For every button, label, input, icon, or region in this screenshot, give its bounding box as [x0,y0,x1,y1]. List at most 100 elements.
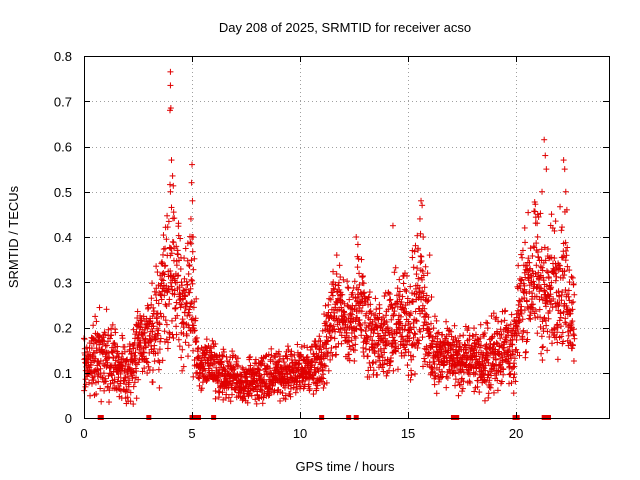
data-point [418,197,425,204]
data-point [173,331,180,338]
data-point [346,296,353,303]
data-point [452,334,459,341]
data-point [414,265,421,272]
data-point [434,335,441,342]
data-point [285,379,292,386]
data-point [514,349,521,356]
data-point [157,335,164,342]
data-point [410,324,417,331]
data-point [275,348,282,355]
data-point [82,381,89,388]
data-point [470,347,477,354]
data-point [460,378,467,385]
data-point [360,349,367,356]
data-point [472,331,479,338]
data-point [459,385,466,392]
data-point [190,304,197,311]
data-point [425,349,432,356]
data-point [427,328,434,335]
data-point [149,328,156,335]
data-point [175,220,182,227]
zero-point [346,415,352,420]
data-point [569,342,576,349]
data-point [233,358,240,365]
data-point [425,297,432,304]
zero-point [514,415,520,420]
data-point [229,348,236,355]
data-point [415,337,422,344]
data-point [534,220,541,227]
data-point [570,357,577,364]
data-point [512,378,519,385]
data-point [225,394,232,401]
data-point [212,340,219,347]
data-point [425,325,432,332]
data-point [151,288,158,295]
data-point [97,385,104,392]
data-point [407,376,414,383]
data-point [170,182,177,189]
zero-point [196,415,202,420]
data-point [336,329,343,336]
data-point [356,316,363,323]
data-point [485,359,492,366]
data-point [426,252,433,259]
data-point [404,295,411,302]
data-point [519,316,526,323]
data-point [209,361,216,368]
data-point [253,400,260,407]
data-point [373,306,380,313]
data-point [558,333,565,340]
data-point [110,347,117,354]
data-point [537,263,544,270]
data-point [564,263,571,270]
data-point [374,371,381,378]
data-point [93,318,100,325]
data-point [417,328,424,335]
data-point [482,367,489,374]
data-point [558,323,565,330]
data-point [103,342,110,349]
data-point [400,280,407,287]
data-point [424,321,431,328]
data-point [184,312,191,319]
data-point [410,298,417,305]
data-point [523,290,530,297]
data-point [564,291,571,298]
data-point [91,336,98,343]
data-point [151,342,158,349]
data-point [532,314,539,321]
data-point [131,379,138,386]
data-point [144,370,151,377]
data-point [156,321,163,328]
data-point [161,328,168,335]
data-point [107,335,114,342]
data-point [501,317,508,324]
data-point [178,354,185,361]
data-point [521,224,528,231]
data-point [161,271,168,278]
data-point [325,367,332,374]
data-point [170,257,177,264]
data-point [366,374,373,381]
data-point [443,384,450,391]
data-point [178,301,185,308]
data-point [276,353,283,360]
data-point [155,366,162,373]
data-point [455,392,462,399]
data-point [537,285,544,292]
data-point [516,352,523,359]
data-point [180,287,187,294]
data-point [295,366,302,373]
data-point [457,344,464,351]
data-point [347,346,354,353]
data-point [332,328,339,335]
data-point [182,245,189,252]
data-point [478,342,485,349]
data-point [333,252,340,259]
data-point [559,254,566,261]
data-point [567,327,574,334]
data-point [391,269,398,276]
data-point [417,230,424,237]
data-point [346,343,353,350]
